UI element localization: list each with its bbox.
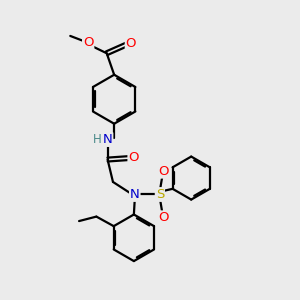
Text: N: N	[130, 188, 140, 201]
Text: S: S	[156, 188, 164, 201]
Text: O: O	[158, 165, 169, 178]
Text: N: N	[103, 133, 112, 146]
Text: O: O	[128, 151, 139, 164]
Text: O: O	[126, 37, 136, 50]
Text: H: H	[93, 133, 102, 146]
Text: O: O	[158, 211, 169, 224]
Text: O: O	[83, 36, 93, 49]
